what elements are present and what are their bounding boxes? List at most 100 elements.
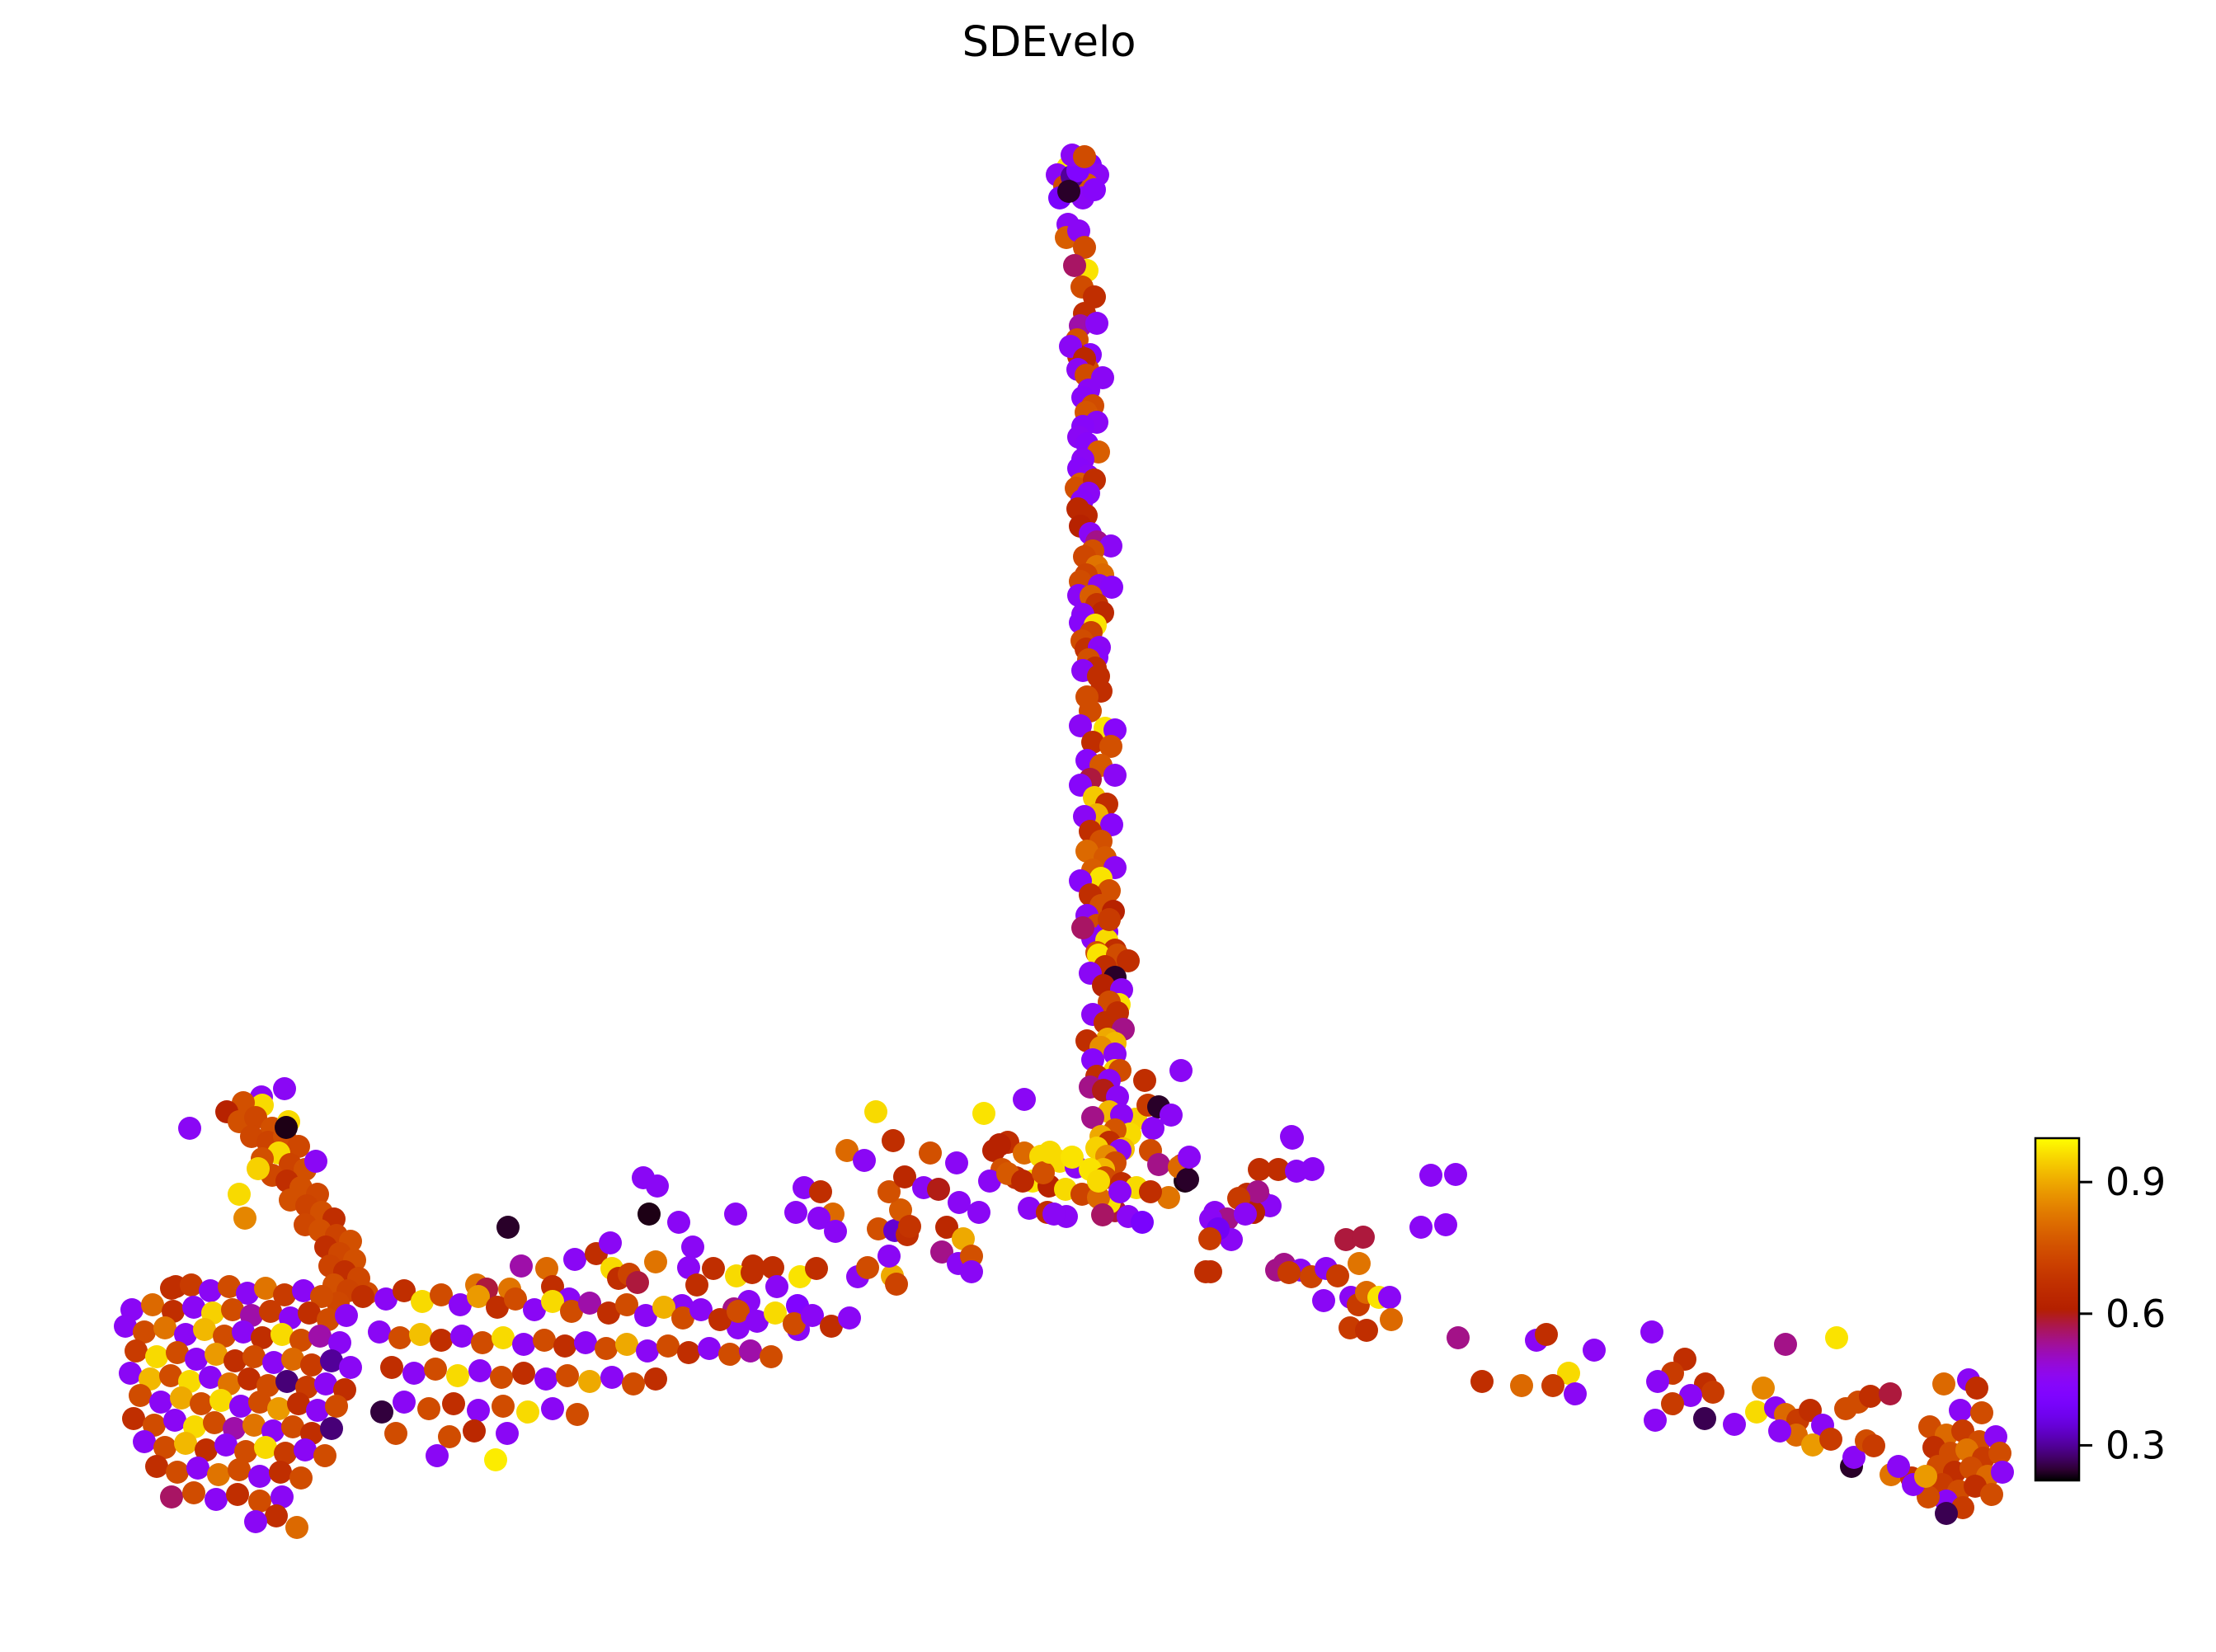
scatter-point <box>560 1300 583 1323</box>
scatter-point <box>1326 1264 1349 1287</box>
scatter-point <box>1679 1384 1702 1407</box>
scatter-point <box>1011 1170 1034 1193</box>
scatter-point <box>384 1422 407 1445</box>
scatter-point <box>185 1348 208 1371</box>
scatter-point <box>289 1329 313 1352</box>
scatter-point <box>335 1304 358 1327</box>
scatter-point <box>174 1432 197 1455</box>
scatter-point <box>1099 735 1122 758</box>
scatter-point <box>533 1329 556 1352</box>
scatter-point <box>248 1391 271 1414</box>
scatter-point <box>634 1304 657 1327</box>
scatter-point <box>308 1325 332 1348</box>
scatter-point <box>213 1325 236 1348</box>
scatter-point <box>298 1301 321 1325</box>
scatter-point <box>294 1438 317 1461</box>
scatter-point <box>285 1516 308 1539</box>
scatter-point <box>254 1277 277 1300</box>
scatter-point <box>824 1220 847 1243</box>
scatter-point <box>727 1300 750 1323</box>
scatter-point <box>254 1436 277 1459</box>
scatter-point <box>446 1364 469 1387</box>
scatter-point <box>275 1370 299 1393</box>
scatter-point <box>149 1391 172 1414</box>
scatter-point <box>229 1395 252 1418</box>
scatter-point <box>595 1337 618 1360</box>
scatter-point <box>129 1384 152 1407</box>
scatter-point <box>534 1367 558 1391</box>
scatter-point <box>820 1315 843 1338</box>
scatter-point <box>1063 254 1086 277</box>
scatter-point <box>652 1296 675 1319</box>
scatter-point <box>209 1389 233 1412</box>
scatter-point <box>1862 1434 1885 1457</box>
scatter-point <box>1693 1407 1716 1430</box>
scatter-point <box>1073 236 1096 259</box>
scatter-point <box>320 1349 343 1372</box>
scatter-point <box>145 1345 168 1368</box>
scatter-point <box>1949 1399 1972 1422</box>
scatter-point <box>430 1329 453 1352</box>
scatter-point <box>685 1273 708 1297</box>
scatter-point <box>393 1279 416 1302</box>
scatter-point <box>281 1348 304 1371</box>
scatter-point <box>160 1485 183 1508</box>
scatter-point <box>978 1170 1001 1193</box>
scatter-point <box>1178 1146 1201 1169</box>
scatter-point <box>718 1343 741 1366</box>
scatter-point <box>885 1273 908 1296</box>
scatter-point <box>1013 1088 1036 1111</box>
scatter-point <box>450 1325 473 1348</box>
scatter-point <box>574 1331 597 1354</box>
scatter-point <box>698 1337 721 1360</box>
scatter-point <box>1859 1385 1882 1408</box>
scatter-point <box>218 1275 241 1298</box>
scatter-point <box>1234 1203 1257 1226</box>
scatter-point <box>578 1292 601 1315</box>
scatter-point <box>133 1430 156 1453</box>
scatter-point <box>535 1257 558 1280</box>
scatter-point <box>1032 1161 1055 1184</box>
scatter-point <box>919 1141 942 1165</box>
scatter-point <box>160 1277 183 1300</box>
scatter-point <box>180 1273 203 1297</box>
scatter-point <box>1434 1213 1457 1236</box>
scatter-point <box>492 1326 515 1349</box>
scatter-point <box>273 1283 296 1306</box>
scatter-point <box>1081 1106 1104 1129</box>
scatter-point <box>207 1463 230 1486</box>
scatter-point <box>764 1301 787 1325</box>
scatter-point <box>328 1331 351 1354</box>
scatter-point <box>1970 1401 1993 1424</box>
scatter-point <box>1935 1502 1958 1525</box>
scatter-point <box>1147 1153 1170 1176</box>
scatter-point <box>178 1117 201 1140</box>
scatter-point <box>671 1306 694 1330</box>
scatter-point <box>232 1320 255 1344</box>
scatter-point <box>838 1306 861 1330</box>
scatter-point <box>927 1178 950 1201</box>
colorbar-tick-label: 0.3 <box>2105 1423 2166 1467</box>
scatter-point <box>681 1235 704 1259</box>
scatter-point <box>271 1323 294 1346</box>
scatter-point <box>182 1481 205 1504</box>
scatter-point <box>689 1298 713 1321</box>
scatter-point <box>1510 1374 1533 1397</box>
scatter-point <box>1723 1413 1746 1436</box>
scatter-point <box>1879 1382 1902 1405</box>
scatter-point <box>449 1293 472 1316</box>
scatter-point <box>145 1455 168 1478</box>
scatter-point <box>1541 1374 1564 1397</box>
scatter-point <box>1169 1059 1193 1082</box>
scatter-point <box>159 1364 182 1387</box>
scatter-point <box>1564 1382 1587 1405</box>
scatter-point <box>417 1397 440 1420</box>
scatter-point <box>553 1334 576 1358</box>
scatter-point <box>409 1323 432 1346</box>
scatter-point <box>741 1261 764 1284</box>
scatter-point <box>228 1183 251 1206</box>
scatter-point <box>262 1351 285 1374</box>
scatter-point <box>656 1334 680 1358</box>
scatter-point <box>1100 576 1123 599</box>
scatter-point <box>1380 1308 1403 1331</box>
